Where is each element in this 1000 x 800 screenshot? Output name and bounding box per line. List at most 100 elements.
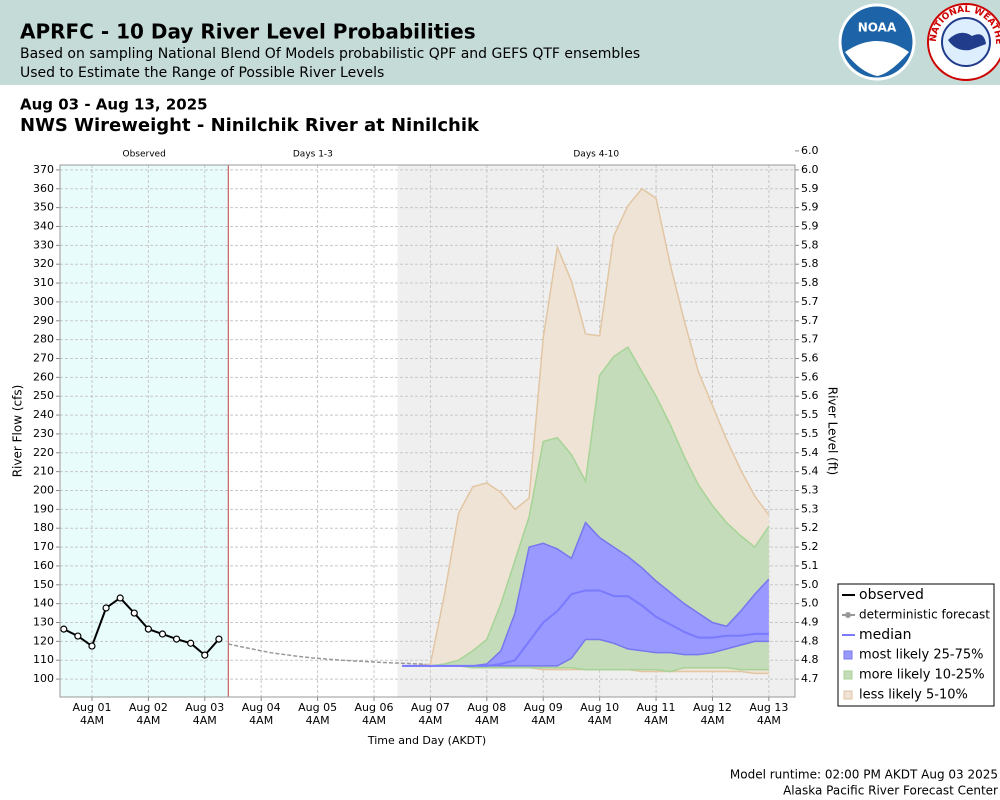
x-tick-label: Aug 01 xyxy=(72,701,111,714)
data-point xyxy=(158,630,167,638)
x-tick-label: Aug 06 xyxy=(355,701,394,714)
legend-label: less likely 5-10% xyxy=(859,688,968,703)
y-tick-label: 330 xyxy=(33,238,54,251)
y-tick-label: 280 xyxy=(33,333,54,346)
legend-label: observed xyxy=(859,587,924,603)
legend-box xyxy=(837,583,995,707)
y2-tick-label: 5.0 xyxy=(801,578,819,591)
y-tick-label: 120 xyxy=(33,634,54,647)
y-tick-label: 100 xyxy=(33,672,54,685)
legend-label: most likely 25-75% xyxy=(859,648,983,663)
y2-tick-label: 5.7 xyxy=(801,333,819,346)
header-title: APRFC - 10 Day River Level Probabilities xyxy=(20,20,476,44)
x-axis-label: Time and Day (AKDT) xyxy=(367,734,486,747)
x-tick-label: 4AM xyxy=(644,714,668,727)
y2-tick-label: 4.7 xyxy=(801,672,819,685)
y2-tick-label: 5.8 xyxy=(801,257,819,270)
y-tick-label: 140 xyxy=(33,597,54,610)
x-tick-label: 4AM xyxy=(531,714,555,727)
y-tick-label: 310 xyxy=(33,276,54,289)
y2-tick-label: 5.4 xyxy=(801,465,819,478)
y-tick-label: 170 xyxy=(33,540,54,553)
y-tick-label: 300 xyxy=(33,295,54,308)
y-tick-label: 210 xyxy=(33,465,54,478)
y2-tick-label: 5.2 xyxy=(801,521,819,534)
region xyxy=(228,165,398,697)
y-tick-label: 260 xyxy=(33,370,54,383)
y-axis-label: River Flow (cfs) xyxy=(11,385,25,478)
y2-tick-label: 5.9 xyxy=(801,182,819,195)
y-tick-label: 160 xyxy=(33,559,54,572)
x-tick-label: 4AM xyxy=(475,714,499,727)
data-point xyxy=(88,642,96,650)
noaa-logo: NOAA xyxy=(838,3,916,81)
y-tick-label: 190 xyxy=(33,502,54,515)
region xyxy=(60,165,229,697)
legend-label: more likely 10-25% xyxy=(859,668,985,683)
legend-dot xyxy=(845,612,851,618)
region-label: Days 4-10 xyxy=(573,150,619,160)
x-tick-label: Aug 12 xyxy=(693,701,732,714)
y2-tick-label: 5.2 xyxy=(801,540,819,553)
x-tick-label: 4AM xyxy=(700,714,724,727)
band-area xyxy=(402,522,769,666)
header-subtitle: Based on sampling National Blend Of Mode… xyxy=(20,46,640,62)
x-tick-label: Aug 02 xyxy=(129,701,168,714)
y2-tick-label: 5.6 xyxy=(801,351,819,364)
series-line xyxy=(402,589,769,667)
x-tick-label: Aug 13 xyxy=(749,701,788,714)
y-tick-label: 370 xyxy=(33,163,54,176)
y-tick-label: 110 xyxy=(33,653,54,666)
y-tick-label: 340 xyxy=(33,219,54,232)
y2-tick-label: 5.6 xyxy=(801,370,819,383)
y2-tick-label: 5.9 xyxy=(801,201,819,214)
data-point xyxy=(116,594,124,602)
region-label: Days 1-3 xyxy=(293,150,333,160)
y2-tick-label: 4.9 xyxy=(801,616,819,629)
x-tick-label: Aug 04 xyxy=(242,701,281,714)
data-point xyxy=(201,651,209,659)
data-point xyxy=(130,609,138,617)
y2-tick-label: 5.7 xyxy=(801,314,819,327)
date-range: Aug 03 - Aug 13, 2025 xyxy=(20,96,208,114)
y2-tick-label: 5.6 xyxy=(801,389,819,402)
x-tick-label: Aug 05 xyxy=(298,701,337,714)
legend-label: median xyxy=(859,627,911,643)
legend-swatch xyxy=(843,690,853,700)
y-tick-label: 150 xyxy=(33,578,54,591)
x-tick-label: Aug 07 xyxy=(411,701,450,714)
x-tick-label: Aug 03 xyxy=(185,701,224,714)
plot-frame xyxy=(59,164,796,698)
y2-tick-label: 5.9 xyxy=(801,219,819,232)
band-edge xyxy=(402,346,770,667)
data-point xyxy=(172,635,181,643)
y2-tick-label: 4.8 xyxy=(801,653,819,666)
y-tick-label: 350 xyxy=(33,201,54,214)
x-tick-label: 4AM xyxy=(80,714,104,727)
y2-axis-label: River Level (ft) xyxy=(826,387,840,475)
y-tick-label: 230 xyxy=(33,427,54,440)
y2-tick-label: 5.3 xyxy=(801,502,819,515)
y-tick-label: 270 xyxy=(33,351,54,364)
x-tick-label: Aug 10 xyxy=(580,701,619,714)
data-point xyxy=(60,625,68,633)
y2-tick-label: 5.5 xyxy=(801,408,819,421)
legend-swatch xyxy=(843,650,853,660)
y-tick-label: 290 xyxy=(33,314,54,327)
noaa-text: NOAA xyxy=(858,21,897,35)
y-tick-label: 320 xyxy=(33,257,54,270)
y-tick-label: 360 xyxy=(33,182,54,195)
x-tick-label: 4AM xyxy=(418,714,442,727)
y2-tick-label: 4.8 xyxy=(801,634,819,647)
y2-tick-label: 5.7 xyxy=(801,295,819,308)
y-tick-label: 250 xyxy=(33,389,54,402)
x-tick-label: 4AM xyxy=(136,714,160,727)
x-tick-label: 4AM xyxy=(757,714,781,727)
series-line xyxy=(228,643,426,665)
x-tick-label: 4AM xyxy=(362,714,386,727)
x-tick-label: 4AM xyxy=(306,714,330,727)
y2-tick-label: 5.5 xyxy=(801,427,819,440)
data-point xyxy=(102,604,110,612)
region-label: Observed xyxy=(122,150,165,160)
